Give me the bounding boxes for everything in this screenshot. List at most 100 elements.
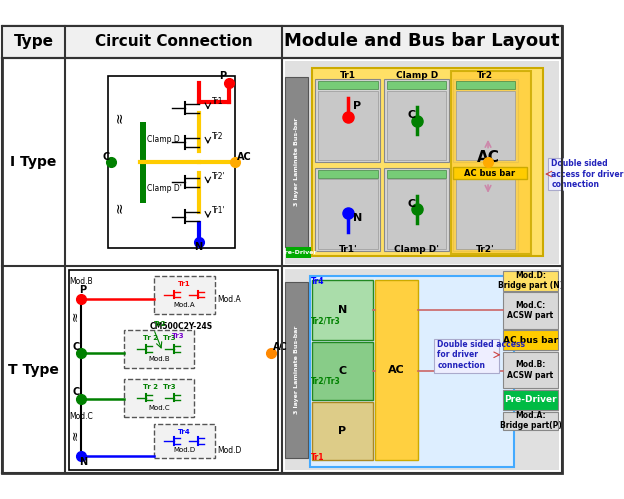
Bar <box>318 91 378 161</box>
Bar <box>387 170 447 178</box>
Text: Mod.D:
Bridge part (N): Mod.D: Bridge part (N) <box>498 271 563 290</box>
Bar <box>124 330 194 368</box>
Text: Tr2': Tr2' <box>212 172 226 181</box>
Text: N: N <box>353 213 363 223</box>
Bar <box>456 170 515 178</box>
Text: CM500C2Y-24S: CM500C2Y-24S <box>149 322 212 331</box>
Text: Tr 2  Tr3: Tr 2 Tr3 <box>143 335 175 341</box>
Bar <box>154 424 215 458</box>
Bar <box>318 170 378 178</box>
Text: C: C <box>102 152 109 162</box>
Text: AC: AC <box>236 152 251 162</box>
Text: P: P <box>338 426 346 436</box>
Bar <box>140 122 147 203</box>
Bar <box>453 167 527 180</box>
Bar <box>387 81 447 89</box>
Text: Mod.B: Mod.B <box>149 356 170 362</box>
Text: Double sided access
for driver
connection: Double sided access for driver connectio… <box>437 340 525 370</box>
Bar <box>456 91 515 161</box>
Text: Mod.B: Mod.B <box>70 277 93 286</box>
Text: Tr2/Tr3: Tr2/Tr3 <box>311 316 341 325</box>
Bar <box>310 276 514 467</box>
Text: C: C <box>407 199 416 209</box>
Bar <box>504 412 558 430</box>
Bar <box>384 79 449 162</box>
Bar <box>504 292 558 328</box>
Bar <box>2 24 562 58</box>
Text: Tr1: Tr1 <box>340 71 356 80</box>
Bar <box>387 91 447 161</box>
Text: C: C <box>72 387 79 397</box>
Bar <box>451 71 530 253</box>
Text: Pre-Driver: Pre-Driver <box>504 396 557 405</box>
Bar <box>384 168 449 251</box>
Text: Tr1: Tr1 <box>311 453 324 463</box>
Text: Mod.D: Mod.D <box>173 447 195 453</box>
Text: Tr4: Tr4 <box>311 277 324 286</box>
Text: Tr1: Tr1 <box>178 281 191 287</box>
Bar <box>453 79 518 162</box>
Text: P: P <box>220 71 227 81</box>
Text: Tr2: Tr2 <box>477 71 494 80</box>
Bar <box>453 168 518 251</box>
Text: Clamp D: Clamp D <box>147 135 180 144</box>
Text: C: C <box>407 110 416 120</box>
Bar <box>375 280 419 460</box>
Bar <box>548 158 622 190</box>
Bar <box>315 79 381 162</box>
Text: 3 layer Laminate Bus-bar: 3 layer Laminate Bus-bar <box>294 118 299 207</box>
Text: AC: AC <box>273 342 288 352</box>
Text: Tr1': Tr1' <box>339 245 358 253</box>
Text: C: C <box>72 342 79 352</box>
Bar <box>504 390 558 410</box>
Text: ≈: ≈ <box>112 202 126 213</box>
Text: Tr 2  Tr3: Tr 2 Tr3 <box>143 384 175 390</box>
Bar <box>312 68 543 256</box>
Text: Mod.B:
ACSW part: Mod.B: ACSW part <box>507 360 553 380</box>
Text: Circuit Connection: Circuit Connection <box>95 33 252 49</box>
Text: P: P <box>353 101 361 111</box>
Text: N: N <box>338 305 347 315</box>
Text: Tr4: Tr4 <box>178 429 191 435</box>
Bar <box>504 330 558 350</box>
Text: Tr2: Tr2 <box>154 321 166 327</box>
Text: Mod.C: Mod.C <box>70 412 94 422</box>
Text: Tr1': Tr1' <box>212 206 226 215</box>
Bar <box>312 402 373 460</box>
Text: Tr2/Tr3: Tr2/Tr3 <box>311 376 341 385</box>
Text: N: N <box>194 242 202 252</box>
Bar <box>318 180 378 249</box>
Bar <box>285 269 560 471</box>
Text: AC bus bar: AC bus bar <box>503 336 558 345</box>
Text: Mod.D: Mod.D <box>217 446 241 455</box>
Bar <box>69 270 278 470</box>
Text: Tr3: Tr3 <box>172 333 184 339</box>
Text: Mod.C: Mod.C <box>149 405 170 411</box>
Text: I Type: I Type <box>10 155 57 169</box>
Text: ≈: ≈ <box>69 310 82 321</box>
Bar <box>124 379 194 417</box>
Text: Mod.A:
Bridge part(P): Mod.A: Bridge part(P) <box>500 411 562 431</box>
Bar <box>434 338 499 373</box>
Text: Clamp D: Clamp D <box>396 71 438 80</box>
Bar <box>312 342 373 400</box>
Text: AC: AC <box>477 150 499 165</box>
Text: Mod.A: Mod.A <box>217 295 241 304</box>
Text: ≈: ≈ <box>112 111 126 123</box>
Text: AC bus bar: AC bus bar <box>464 169 515 178</box>
Bar <box>285 77 308 247</box>
Text: AC: AC <box>388 365 405 375</box>
Bar <box>318 81 378 89</box>
Text: Pre-Driver: Pre-Driver <box>280 250 316 255</box>
Bar <box>456 180 515 249</box>
Text: Mod.A: Mod.A <box>173 302 195 308</box>
Text: N: N <box>79 457 87 467</box>
Bar <box>286 247 311 258</box>
Text: 3 layer Laminate Bus-bar: 3 layer Laminate Bus-bar <box>294 325 299 414</box>
Text: Tr1: Tr1 <box>212 97 224 106</box>
Bar <box>315 168 381 251</box>
Text: C: C <box>338 366 346 376</box>
Bar <box>387 180 447 249</box>
Bar <box>285 61 560 263</box>
Text: P: P <box>79 285 87 295</box>
